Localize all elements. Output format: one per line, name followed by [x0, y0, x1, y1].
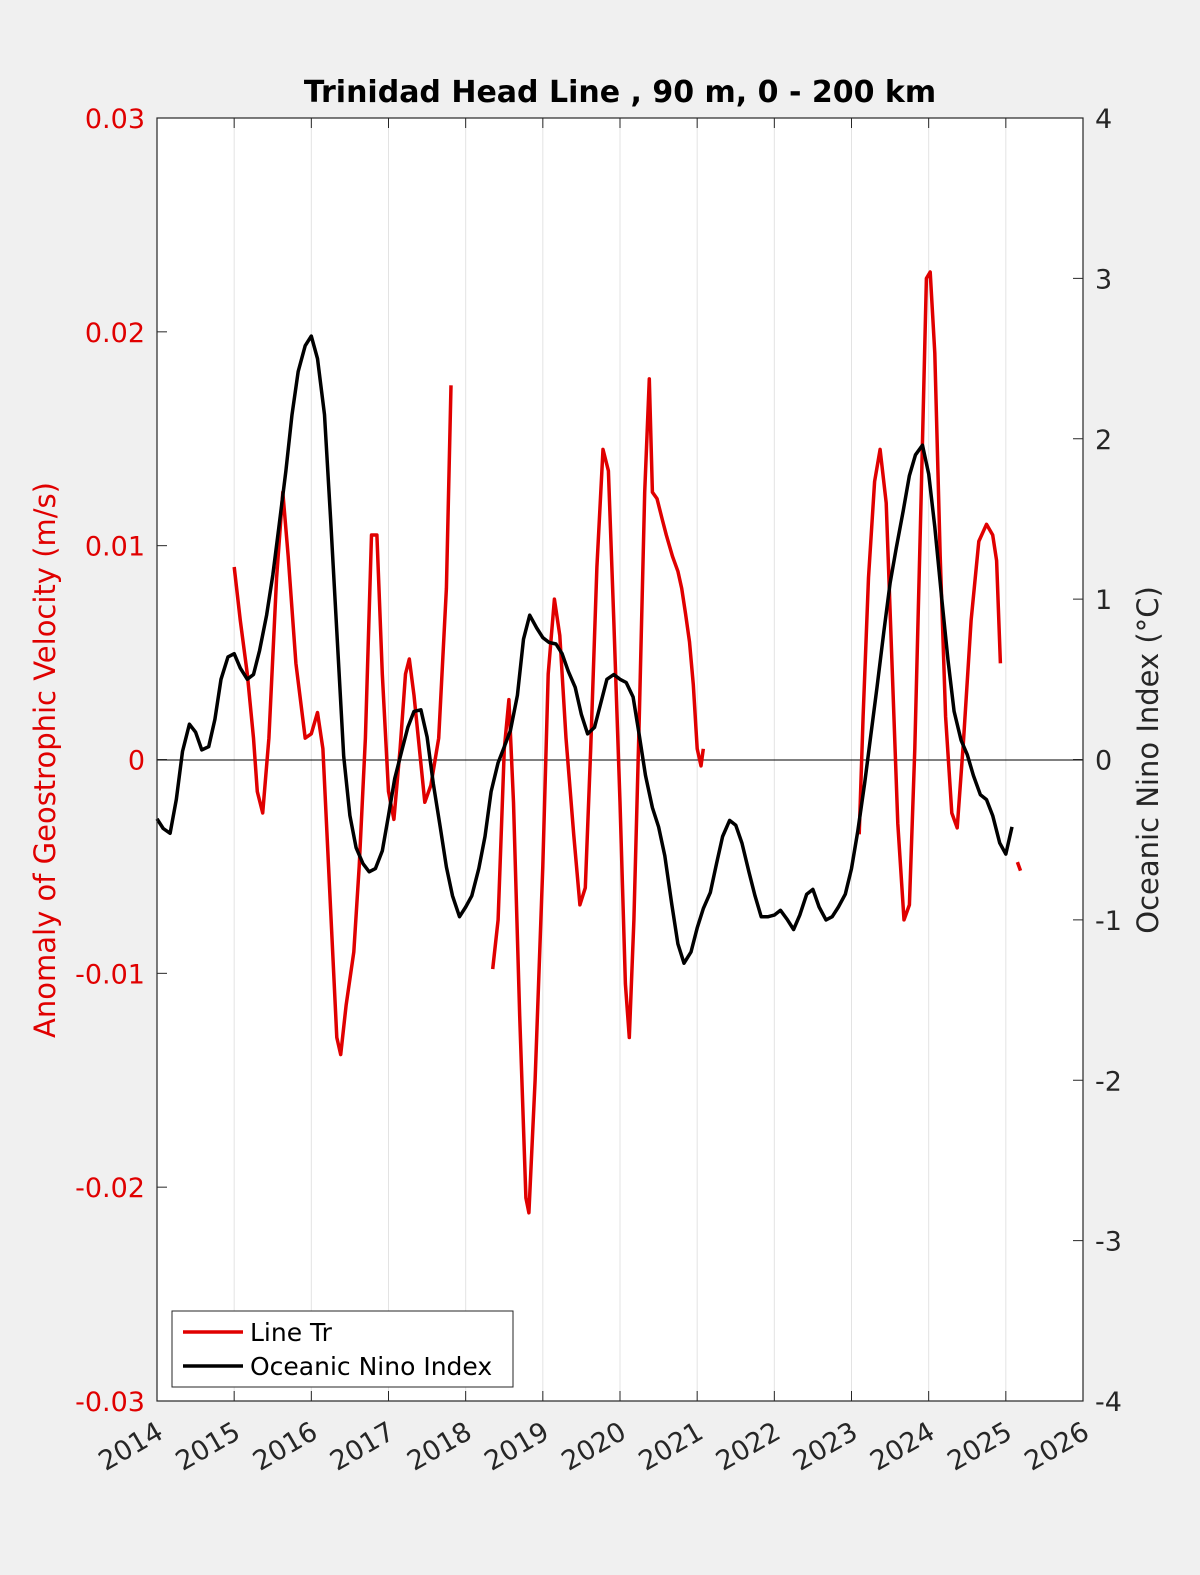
line-tr-series-segment-0 [232, 385, 453, 1057]
oni-series-segment-0 [155, 334, 1014, 965]
y-axis-left-label: Anomaly of Geostrophic Velocity (m/s) [28, 482, 62, 1038]
y-right-tick-label: 4 [1095, 104, 1112, 135]
legend[interactable]: Line Tr Oceanic Nino Index [171, 1310, 514, 1388]
y-left-tick-label: -0.02 [75, 1173, 145, 1204]
chart-title: Trinidad Head Line , 90 m, 0 - 200 km [304, 75, 936, 110]
y-axis-right: 4 3 2 1 0 -1 -2 -3 -4 [1073, 104, 1122, 1418]
y-left-tick-label: 0.03 [85, 104, 145, 135]
y-left-tick-label: -0.03 [75, 1387, 145, 1418]
y-left-tick-label: -0.01 [75, 959, 145, 990]
y-axis-right-label: Oceanic Nino Index (°C) [1131, 586, 1165, 934]
line-tr-series-segment-2 [857, 270, 1003, 922]
legend-label-line-tr: Line Tr [250, 1318, 333, 1347]
y-axis-left: 0.03 0.02 0.01 0 -0.01 -0.02 -0.03 [75, 104, 167, 1418]
y-right-tick-label: 0 [1095, 746, 1112, 777]
y-right-tick-label: -2 [1095, 1066, 1122, 1097]
y-right-tick-label: -4 [1095, 1387, 1122, 1418]
line-tr-series-segment-3 [1015, 861, 1023, 872]
y-left-tick-label: 0.01 [85, 532, 145, 563]
y-left-tick-label: 0.02 [85, 318, 145, 349]
y-right-tick-label: -3 [1095, 1227, 1122, 1258]
series-layer [155, 270, 1023, 1215]
y-right-tick-label: 1 [1095, 585, 1112, 616]
legend-box [171, 1310, 514, 1388]
y-right-tick-label: 3 [1095, 264, 1112, 295]
y-right-tick-label: 2 [1095, 425, 1112, 456]
y-left-tick-label: 0 [128, 746, 145, 777]
line-tr-series-segment-1 [490, 377, 706, 1215]
legend-label-oni: Oceanic Nino Index [250, 1352, 492, 1381]
y-right-tick-label: -1 [1095, 906, 1122, 937]
